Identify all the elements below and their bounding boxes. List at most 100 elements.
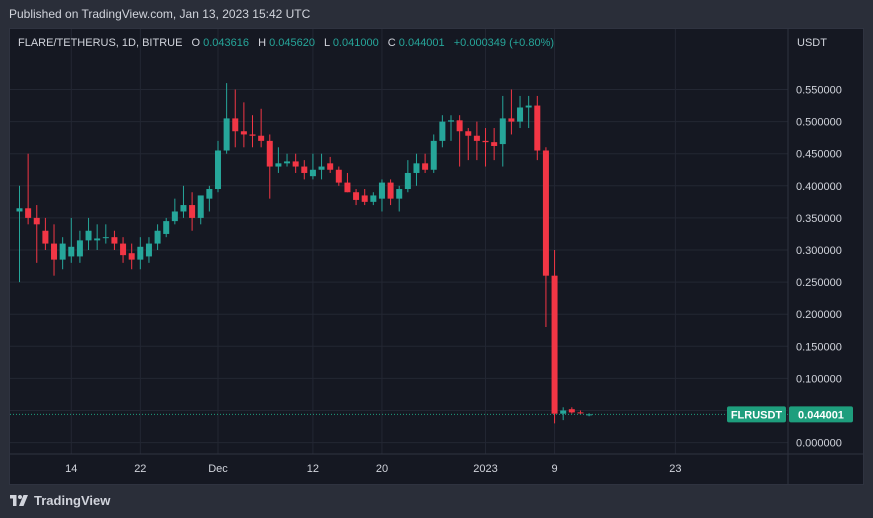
candle-body [258, 135, 265, 141]
candle-body [154, 230, 161, 244]
candle [76, 230, 83, 263]
candle-body [370, 195, 377, 202]
candle [292, 153, 299, 173]
candle [16, 185, 23, 283]
y-tick-label: 0.450000 [796, 149, 842, 161]
candle-body [491, 142, 498, 147]
candle [422, 153, 429, 173]
candlestick-chart-svg: 0.550000 0.500000 0.450000 0.400000 0.350000… [10, 29, 863, 484]
candle-body [292, 161, 299, 167]
price-tags: FLRUSDT 0.044001 [727, 406, 853, 423]
candle-body [439, 121, 446, 141]
candle-body [309, 169, 316, 177]
legend-high-label: H [258, 37, 266, 49]
x-tick-label: 14 [65, 463, 77, 475]
candle-body [85, 230, 92, 241]
candle [465, 128, 472, 161]
candle [258, 108, 265, 148]
candle [491, 128, 498, 161]
candle [309, 153, 316, 180]
candle [378, 179, 385, 212]
candle [387, 179, 394, 206]
candle-body [542, 150, 549, 276]
candle [85, 217, 92, 250]
legend-low-label: L [324, 37, 330, 49]
candle-body [473, 135, 480, 141]
candle [189, 192, 196, 231]
candle [68, 217, 75, 263]
candle [335, 166, 342, 186]
candle-body [145, 243, 152, 257]
y-tick-label: 0.350000 [796, 213, 842, 225]
candle-body [42, 230, 49, 244]
candle [327, 156, 334, 173]
legend-high-value: 0.045620 [269, 37, 315, 49]
last-price-tag [789, 406, 853, 423]
x-tick-label: 2023 [473, 463, 497, 475]
candle-body [189, 205, 196, 218]
candle [163, 217, 170, 238]
candle-body [249, 134, 256, 136]
y-tick-label: 0.200000 [796, 309, 842, 321]
candle [361, 189, 368, 206]
candle [25, 153, 32, 225]
tradingview-footer[interactable]: TradingView [10, 491, 110, 509]
candle [42, 217, 49, 250]
candle-body [422, 163, 429, 170]
candle-body [171, 211, 178, 222]
candle [206, 185, 213, 212]
legend-open-value: 0.043616 [203, 37, 249, 49]
candle-body [128, 253, 135, 260]
candle-body [284, 161, 291, 164]
candle [396, 185, 403, 212]
candle-body [120, 243, 127, 256]
candle [223, 83, 230, 154]
candle [59, 237, 66, 270]
candle [508, 89, 515, 135]
x-tick-label: 20 [376, 463, 388, 475]
candle-body [551, 275, 558, 414]
price-axis: 0.550000 0.500000 0.450000 0.400000 0.350000… [796, 85, 842, 450]
candle-body [335, 169, 342, 183]
candle [404, 160, 411, 193]
candle-body [214, 150, 221, 190]
candle-body [59, 243, 66, 260]
candle-body [223, 118, 230, 151]
candle-body [465, 131, 472, 136]
candle [197, 195, 204, 225]
candle-body [51, 243, 58, 260]
candle [353, 189, 360, 206]
y-tick-label: 0.500000 [796, 117, 842, 129]
candle-body [206, 189, 213, 199]
candle [430, 134, 437, 173]
candle-body [430, 140, 437, 170]
candle [534, 95, 541, 161]
candle [456, 115, 463, 167]
candle-body [560, 410, 567, 414]
candle-body [353, 192, 360, 200]
candle [499, 95, 506, 167]
candle-body [163, 221, 170, 234]
y-tick-label: 0.550000 [796, 85, 842, 97]
candle-body [275, 163, 282, 167]
candle-body [301, 166, 308, 173]
candle-body [508, 118, 515, 122]
candle [154, 224, 161, 250]
candle-body [378, 182, 385, 199]
candle [137, 237, 144, 270]
currency-label: USDT [797, 37, 827, 49]
price-chart[interactable]: 0.550000 0.500000 0.450000 0.400000 0.350000… [9, 28, 864, 485]
candle-body [232, 118, 239, 132]
last-price-tag-label: 0.044001 [798, 409, 844, 421]
candle-body [197, 195, 204, 218]
candle [120, 237, 127, 263]
candle [577, 410, 584, 415]
candle [145, 237, 152, 263]
candle-body [456, 120, 463, 132]
symbol-tag-label: FLRUSDT [731, 409, 783, 421]
candle-body [180, 205, 187, 212]
candle [102, 224, 109, 244]
x-tick-label: Dec [208, 463, 228, 475]
price-axis-separator [10, 29, 863, 484]
candle [551, 250, 558, 424]
